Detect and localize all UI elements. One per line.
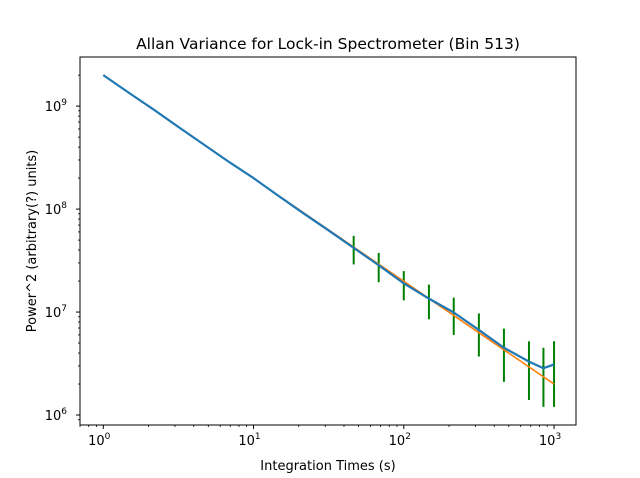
series-group — [102, 74, 556, 407]
axes-frame — [79, 56, 577, 426]
x-tick-label: 101 — [238, 432, 260, 449]
y-tick-label: 106 — [45, 407, 68, 424]
y-tick-label: 109 — [45, 98, 68, 115]
axis-ticks: 100 101 102 103 106 107 108 109 — [45, 74, 561, 449]
y-tick-label: 108 — [45, 201, 68, 218]
x-tick-label: 100 — [88, 432, 111, 449]
y-tick-label: 107 — [45, 304, 67, 321]
chart-title: Allan Variance for Lock-in Spectrometer … — [136, 35, 520, 53]
x-tick-label: 103 — [539, 432, 561, 449]
y-axis-label: Power^2 (arbitrary(?) units) — [25, 150, 40, 333]
measured-line — [102, 74, 555, 370]
x-tick-label: 102 — [389, 432, 411, 449]
plot-area — [102, 74, 556, 407]
x-axis-label: Integration Times (s) — [260, 459, 395, 474]
